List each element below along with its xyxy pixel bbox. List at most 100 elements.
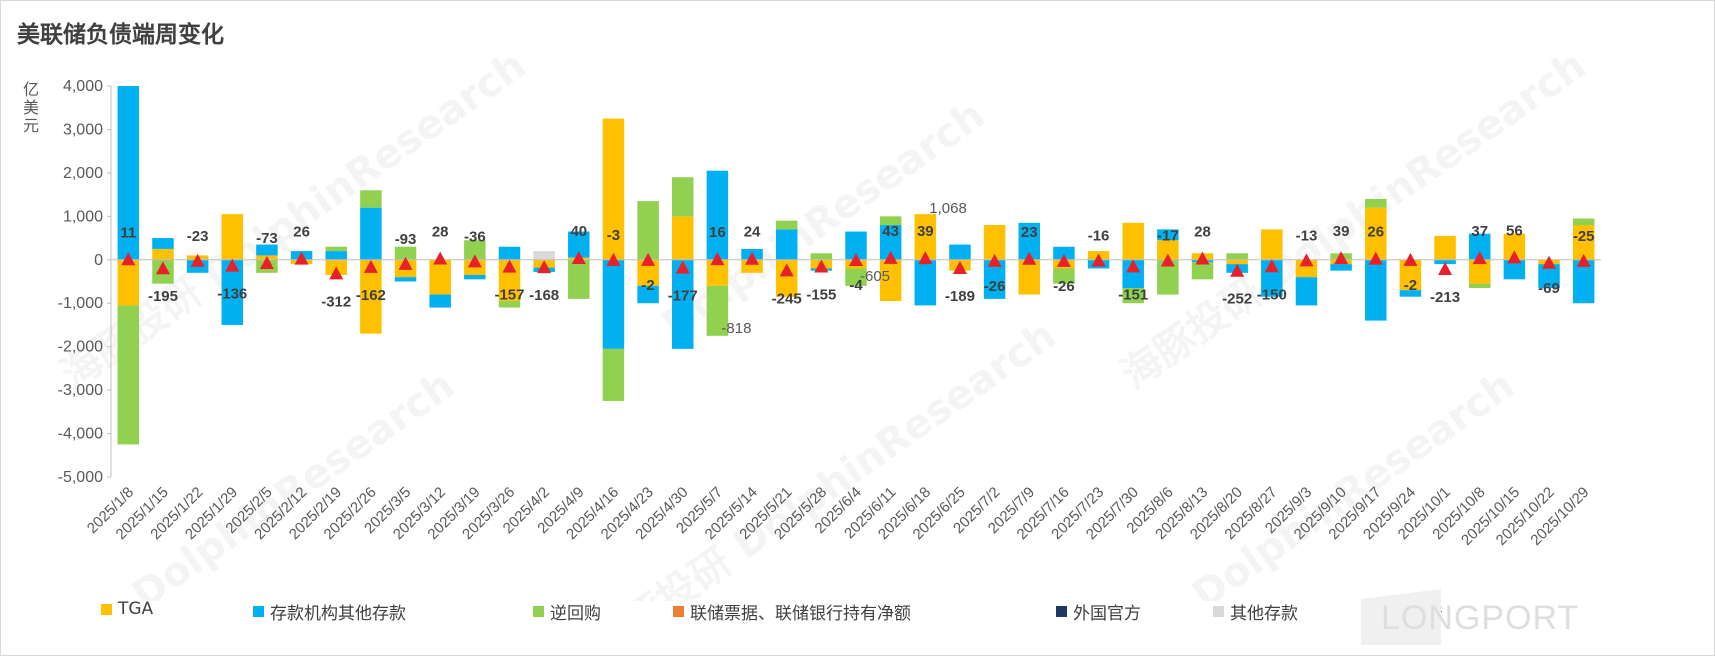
bar-segment <box>464 259 486 275</box>
bar-segment <box>360 190 382 208</box>
total-assets-marker <box>1264 259 1279 273</box>
legend-item: 其他存款 <box>1213 599 1298 624</box>
bar-segment <box>256 244 278 256</box>
total-assets-label: 26 <box>293 224 310 241</box>
bar-segment <box>1191 261 1214 280</box>
bar-segment <box>637 285 659 304</box>
legend-label: 外国官方 <box>1073 604 1141 624</box>
annotation-label: 1,068 <box>929 200 967 217</box>
total-assets-label: -151 <box>1118 286 1148 303</box>
legend-label: 其他存款 <box>1230 604 1298 624</box>
total-assets-marker <box>987 253 1002 267</box>
y-tick-label: -1,000 <box>58 295 103 312</box>
total-assets-marker <box>294 251 309 265</box>
bar-segment <box>152 248 174 260</box>
bar-segment <box>1365 259 1387 321</box>
bar-segment <box>1157 240 1179 260</box>
total-assets-label: 16 <box>709 224 726 241</box>
bar-segment <box>394 246 417 260</box>
total-assets-marker <box>1160 253 1175 267</box>
bar-segment <box>706 170 729 260</box>
y-tick-label: 0 <box>94 252 103 269</box>
bar-segment <box>879 216 902 226</box>
total-assets-label: -162 <box>356 287 386 304</box>
total-assets-label: -150 <box>1257 286 1287 303</box>
watermark-text: DolphinResearch <box>654 92 993 348</box>
bar-segment <box>1226 259 1248 265</box>
bar-segment <box>1399 259 1422 291</box>
total-assets-marker <box>1299 253 1314 267</box>
total-assets-marker <box>918 251 933 265</box>
bar-segment <box>1261 259 1283 297</box>
total-assets-marker <box>155 261 170 275</box>
bar-segment <box>498 301 521 308</box>
bar-segment <box>1503 233 1526 260</box>
bar-segment <box>1468 259 1491 284</box>
total-assets-label: -2 <box>641 277 654 294</box>
total-assets-label: 43 <box>882 223 899 240</box>
bar-segment <box>568 231 590 258</box>
total-assets-label: 26 <box>1367 224 1384 241</box>
total-assets-marker <box>433 251 448 265</box>
legend-label: TGA <box>118 599 154 619</box>
bar-segment <box>498 246 521 260</box>
total-assets-marker <box>225 258 240 272</box>
chart-title: 美联储负债端周变化 <box>17 22 224 48</box>
bar-segment <box>914 214 937 260</box>
bar-segment <box>568 259 590 299</box>
y-tick-label: 1,000 <box>63 208 103 225</box>
bar-segment <box>810 253 833 260</box>
total-assets-marker <box>1195 251 1210 265</box>
total-assets-label: -4 <box>849 277 863 294</box>
bar-segment <box>637 259 659 286</box>
bar-segment <box>117 259 140 306</box>
total-assets-label: 39 <box>1333 223 1350 240</box>
total-assets-marker <box>1438 262 1453 276</box>
y-axis-label: 亿美元 <box>20 81 39 135</box>
total-assets-marker <box>606 252 621 266</box>
bar-segment <box>672 177 694 217</box>
bar-segment <box>1330 264 1352 271</box>
total-assets-marker <box>710 252 725 266</box>
bar-segment <box>464 240 486 260</box>
bar-segment <box>775 220 798 230</box>
total-assets-marker <box>883 250 898 264</box>
legend-swatch <box>533 606 544 617</box>
bar-segment <box>1365 198 1387 208</box>
total-assets-label: -312 <box>321 293 351 310</box>
total-assets-marker <box>502 259 517 273</box>
total-assets-label: -73 <box>256 230 278 247</box>
total-assets-marker <box>675 260 690 274</box>
legend-item: TGA <box>101 599 153 619</box>
total-assets-marker <box>571 251 586 265</box>
total-assets-marker <box>398 256 413 270</box>
total-assets-label: 40 <box>570 223 587 240</box>
total-assets-marker <box>259 255 274 269</box>
total-assets-marker <box>1576 253 1591 267</box>
bar-segment <box>117 86 140 260</box>
total-assets-label: -252 <box>1222 291 1252 308</box>
legend-label: 逆回购 <box>550 604 601 624</box>
bar-segment <box>1434 235 1456 260</box>
total-assets-label: -2 <box>1404 277 1417 294</box>
legend-item: 存款机构其他存款 <box>253 599 406 624</box>
total-assets-label: -36 <box>464 228 486 245</box>
bar-segment <box>672 259 694 349</box>
total-assets-marker <box>745 251 760 265</box>
total-assets-marker <box>1368 251 1383 265</box>
bar-segment <box>1468 233 1491 260</box>
total-assets-marker <box>121 252 136 266</box>
bar-segment <box>602 118 625 260</box>
total-assets-label: 39 <box>917 223 934 240</box>
total-assets-label: -26 <box>1053 278 1075 295</box>
bar-segment <box>1261 229 1283 260</box>
bar-segment <box>983 259 1006 299</box>
brand-logo-text: LONGPORT <box>1381 599 1580 637</box>
bar-segment <box>429 259 451 295</box>
total-assets-marker <box>952 260 967 274</box>
total-assets-label: -213 <box>1430 289 1460 306</box>
total-assets-marker <box>1472 251 1487 265</box>
total-assets-label: 28 <box>1194 224 1211 241</box>
bar-segment <box>325 246 347 252</box>
